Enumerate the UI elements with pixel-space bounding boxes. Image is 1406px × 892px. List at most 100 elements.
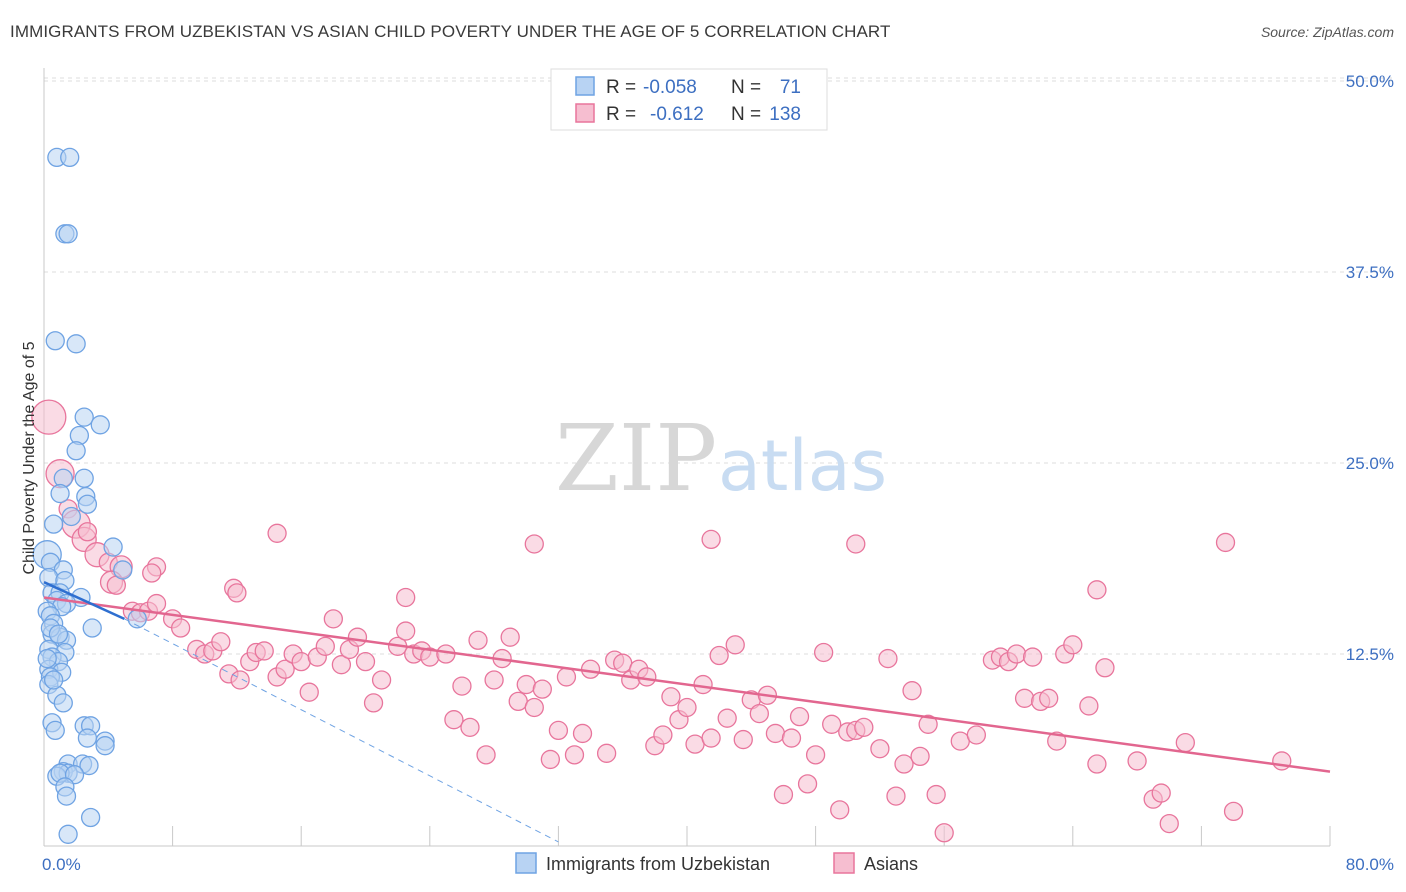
asians-point-93 <box>749 703 769 724</box>
bottom-legend-label-blue: Immigrants from Uzbekistan <box>546 854 770 874</box>
asians-point-69 <box>548 720 569 741</box>
uzbekistan-point-64 <box>56 786 77 806</box>
uzbekistan-point-14 <box>77 494 98 514</box>
uzbekistan-trend-extension <box>124 618 559 843</box>
x-tick-label-1: 80.0% <box>1346 855 1394 874</box>
asians-point-71 <box>564 745 585 765</box>
asians-point-98 <box>789 706 810 727</box>
asians-point-86 <box>693 674 713 695</box>
uzbekistan-point-9 <box>66 441 86 461</box>
asians-point-42 <box>315 636 335 657</box>
uzbekistan-point-70 <box>48 624 69 644</box>
legend-r-value-2: -0.612 <box>650 104 704 125</box>
asians-point-135 <box>1159 813 1179 834</box>
asians-point-107 <box>870 739 890 759</box>
asians-point-65 <box>516 674 536 695</box>
asians-point-101 <box>813 642 834 663</box>
asians-point-26 <box>170 618 191 638</box>
asians-point-72 <box>572 723 593 744</box>
uzbekistan-point-10 <box>74 468 94 488</box>
asians-point-68 <box>540 749 561 770</box>
legend-n-value-1: 71 <box>780 77 801 98</box>
x-tick-label-0: 0.0% <box>42 855 81 874</box>
asians-point-136 <box>1175 732 1195 753</box>
asians-point-89 <box>717 708 737 728</box>
asians-point-97 <box>781 728 802 748</box>
uzbekistan-point-12 <box>50 483 70 504</box>
asians-point-138 <box>1272 751 1292 771</box>
x-tick-labels: 0.0% 80.0% <box>42 855 1394 874</box>
asians-point-134 <box>1151 783 1171 803</box>
asians-point-130 <box>1087 754 1107 774</box>
legend-box <box>550 68 828 131</box>
asians-point-63 <box>500 627 520 647</box>
bottom-legend-swatch-blue <box>515 852 537 874</box>
asians-point-58 <box>460 717 480 737</box>
asians-point-129 <box>1079 696 1099 716</box>
asians-point-67 <box>532 679 552 699</box>
legend-n-label-1: N = <box>731 77 761 98</box>
y-tick-label-1: 25.0% <box>1346 454 1394 473</box>
asians-point-40 <box>299 682 319 702</box>
asians-trend-line <box>43 596 1331 773</box>
asians-point-57 <box>452 676 472 696</box>
y-tick-label-2: 37.5% <box>1346 263 1394 282</box>
asians-point-82 <box>661 687 681 707</box>
asians-point-114 <box>926 784 946 805</box>
uzbekistan-point-68 <box>43 670 64 690</box>
asians-point-51 <box>396 621 416 641</box>
asians-point-79 <box>637 667 657 687</box>
asians-point-76 <box>613 653 633 673</box>
legend: R = -0.058 N = 71 R = -0.612 N = 138 <box>550 68 828 131</box>
y-tick-label-0: 12.5% <box>1346 645 1394 664</box>
uzbekistan-point-34 <box>82 618 102 638</box>
asians-point-39 <box>291 651 311 672</box>
watermark-atlas: atlas <box>718 425 887 507</box>
asians-point-99 <box>797 774 818 794</box>
uzbekistan-point-6 <box>74 407 94 427</box>
bottom-legend-swatch-pink <box>833 852 855 874</box>
asians-point-49 <box>371 670 392 690</box>
watermark-zip: ZIP <box>555 405 717 512</box>
asians-point-84 <box>677 697 697 718</box>
asians-point-122 <box>1014 688 1035 708</box>
asians-point-103 <box>830 800 850 820</box>
asians-point-90 <box>725 635 745 655</box>
asians-point-17 <box>701 529 721 550</box>
asians-point-100 <box>805 745 826 765</box>
asians-point-12 <box>142 563 162 583</box>
asians-point-46 <box>347 627 368 647</box>
asians-point-91 <box>733 729 753 750</box>
y-tick-labels: 12.5% 25.0% 37.5% 50.0% <box>1346 72 1394 664</box>
trend-lines <box>43 581 1331 843</box>
y-tick-label-3: 50.0% <box>1346 72 1394 91</box>
source-label: Source: ZipAtlas.com <box>1260 24 1394 40</box>
asians-point-137 <box>1223 801 1244 822</box>
asians-point-96 <box>773 784 794 805</box>
asians-point-121 <box>1006 644 1027 664</box>
asians-point-43 <box>323 609 344 629</box>
asians-point-131 <box>1095 658 1115 678</box>
asians-point-139 <box>227 583 247 603</box>
legend-swatch-pink <box>575 103 595 123</box>
asians-point-95 <box>765 723 786 744</box>
uzbekistan-point-18 <box>103 537 123 557</box>
asians-point-60 <box>476 745 496 765</box>
uzbekistan-point-52 <box>77 728 98 748</box>
asians-point-48 <box>363 693 384 713</box>
legend-n-value-2: 138 <box>769 104 801 125</box>
uzbekistan-point-5 <box>66 334 86 354</box>
asians-point-132 <box>1127 751 1147 771</box>
legend-r-label-2: R = <box>606 104 636 125</box>
asians-point-106 <box>854 717 874 737</box>
asians-point-109 <box>886 786 906 806</box>
asians-point-19 <box>1087 580 1107 600</box>
asians-point-14 <box>267 523 287 543</box>
asians-point-59 <box>468 630 488 650</box>
uzbekistan-trend-line <box>43 581 125 620</box>
asians-point-24 <box>146 593 167 614</box>
bottom-legend: Immigrants from Uzbekistan Asians <box>515 852 918 874</box>
uzbekistan-point-4 <box>45 331 65 351</box>
asians-point-44 <box>331 655 352 675</box>
